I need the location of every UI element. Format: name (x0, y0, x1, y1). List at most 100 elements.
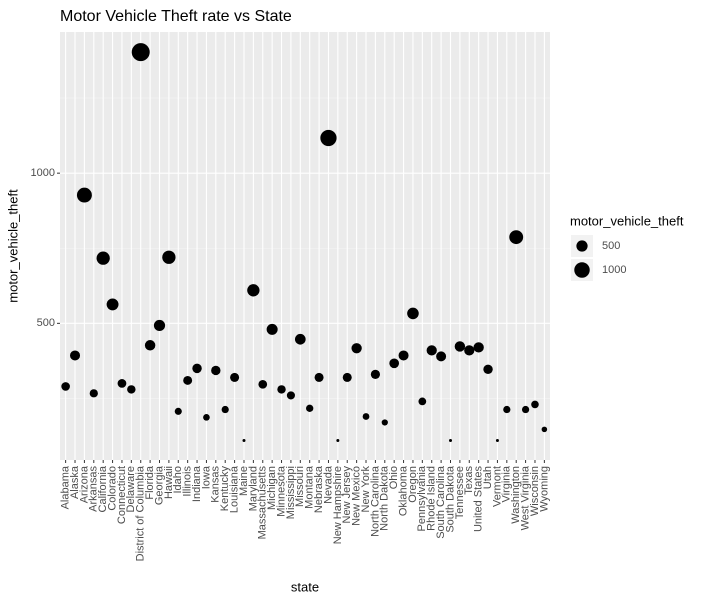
point (277, 385, 286, 394)
point (351, 343, 362, 354)
x-tick-label: Florida (144, 465, 156, 500)
point (286, 391, 295, 400)
x-tick-label: California (97, 465, 109, 512)
x-tick-label: Washington (510, 466, 522, 524)
x-axis-title: state (291, 579, 319, 594)
point (314, 372, 324, 382)
x-tick-label: West Virginia (520, 465, 532, 530)
x-tick-label: Iowa (200, 465, 212, 489)
x-tick-label: Georgia (153, 465, 165, 505)
legend-point (574, 262, 590, 278)
point (509, 230, 524, 245)
point (162, 250, 176, 264)
x-tick-label: Kansas (210, 466, 222, 503)
point (407, 307, 419, 320)
chart-title: Motor Vehicle Theft rate vs State (60, 8, 292, 25)
x-tick-label: South Dakota (444, 465, 456, 533)
point (192, 363, 202, 374)
point (436, 351, 447, 362)
x-tick-label: Tennessee (454, 466, 466, 519)
x-tick-label: Nevada (322, 465, 334, 504)
point (521, 405, 530, 414)
point (96, 251, 110, 265)
point (473, 342, 484, 353)
point (211, 365, 221, 376)
x-tick-label: Massachusetts (257, 466, 269, 540)
x-tick-label: Idaho (172, 466, 184, 494)
point (294, 333, 306, 345)
point (76, 187, 92, 203)
point (174, 407, 182, 415)
point (418, 397, 427, 406)
x-tick-label: Vermont (491, 466, 503, 507)
x-tick-label: New Jersey (341, 466, 353, 524)
point (454, 341, 466, 352)
point (117, 379, 127, 388)
x-tick-label: Alabama (60, 465, 72, 509)
point (398, 350, 409, 361)
x-tick-label: Louisiana (229, 465, 241, 513)
x-tick-label: Alaska (69, 465, 81, 499)
point (203, 414, 210, 421)
point (153, 319, 166, 332)
point (370, 369, 380, 379)
point (70, 350, 81, 361)
x-tick-label: Kentucky (219, 466, 231, 512)
x-tick-label: Hawaii (163, 466, 175, 499)
point (381, 419, 388, 426)
point (336, 438, 340, 442)
point (426, 345, 437, 356)
x-tick-label: New York (360, 466, 372, 513)
x-tick-label: Connecticut (116, 466, 128, 524)
point (342, 372, 352, 382)
point (89, 389, 98, 398)
x-tick-label: Wyoming (538, 466, 550, 512)
legend-point (576, 240, 588, 252)
point (464, 345, 475, 356)
x-tick-label: Ohio (388, 466, 400, 489)
x-tick-label: South Carolina (435, 465, 447, 539)
x-tick-label: United States (473, 466, 485, 533)
point (242, 438, 246, 442)
x-tick-label: Texas (463, 466, 475, 495)
x-tick-label: Illinois (182, 466, 194, 497)
x-tick-label: Delaware (125, 466, 137, 512)
x-tick-label: Virginia (501, 465, 513, 502)
point (221, 405, 229, 414)
x-tick-label: Indiana (191, 465, 203, 502)
point (306, 404, 314, 412)
x-tick-label: Rhode Island (426, 466, 438, 531)
point (483, 364, 493, 375)
point (144, 340, 156, 351)
x-tick-label: North Dakota (379, 465, 391, 531)
x-tick-label: Oklahoma (397, 465, 409, 516)
x-tick-label: Missouri (294, 466, 306, 507)
point (230, 372, 240, 382)
x-tick-label: District of Columbia (135, 465, 147, 561)
point (541, 426, 548, 433)
x-tick-label: New Hampshire (332, 466, 344, 544)
point (127, 385, 136, 394)
x-tick-label: Arkansas (88, 466, 100, 512)
x-tick-label: Michigan (266, 466, 278, 510)
x-tick-label: Pennsylvania (416, 465, 428, 531)
x-tick-label: Colorado (106, 466, 118, 511)
point (320, 129, 337, 147)
point (131, 43, 150, 62)
y-axis-title: motor_vehicle_theft (5, 189, 20, 303)
legend-label: 500 (602, 240, 620, 252)
x-tick-label: Maine (238, 466, 250, 496)
x-tick-label: Wisconsin (529, 466, 541, 516)
y-tick-label: 1000 (31, 167, 55, 179)
point (448, 438, 452, 442)
x-tick-label: Minnesota (275, 465, 287, 517)
legend-title: motor_vehicle_theft (570, 213, 684, 228)
x-tick-label: Mississippi (285, 466, 297, 519)
x-tick-label: Nebraska (313, 465, 325, 513)
point (61, 382, 70, 391)
point (389, 358, 400, 369)
point (106, 298, 119, 311)
x-tick-label: Arizona (78, 465, 90, 503)
x-tick-label: Utah (482, 466, 494, 489)
